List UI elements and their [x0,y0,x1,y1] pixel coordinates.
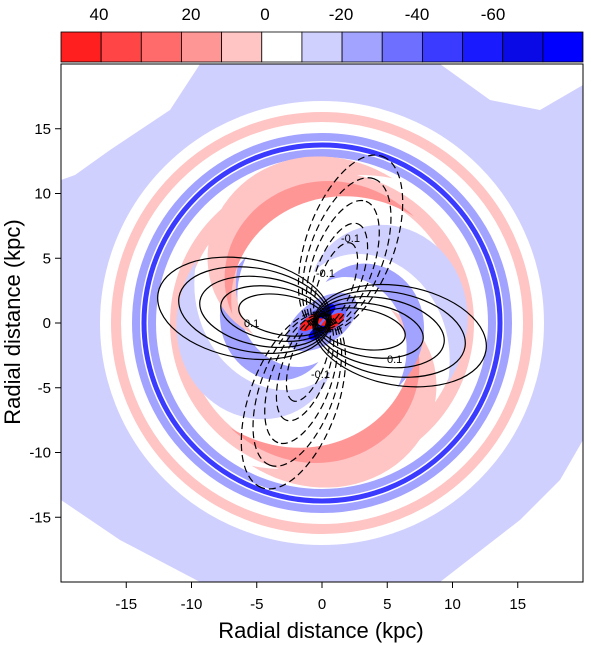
contour-positive [312,283,487,388]
x-tick-label: -5 [250,596,263,613]
colorbar-swatch [140,31,182,63]
contour-negative [285,316,331,402]
heatmap-plot-area [61,64,583,582]
spiral-arm [251,309,437,488]
x-tick-label: 10 [444,596,461,613]
contour-positive [313,289,466,378]
y-tick-label: -5 [38,380,51,397]
x-tick-label: -15 [115,596,137,613]
spiral-arm [230,329,420,463]
x-tick-label: 5 [383,596,391,613]
colorbar-swatch [502,31,544,63]
y-tick-label: 15 [34,121,51,138]
x-axis-label: Radial distance (kpc) [218,618,423,643]
y-tick-label: -10 [29,445,51,462]
colorbar-swatch [421,31,463,63]
ring [123,124,521,522]
x-tick-label: -10 [181,596,203,613]
ring [111,112,533,534]
background-patch [61,500,200,582]
contour-positive [316,307,406,351]
colorbar-tick-labels: 40 20 0 -20 -40 -60 [90,5,506,24]
ring [148,149,496,497]
contour-negative [305,199,380,330]
contour-positive [315,302,424,359]
colorbar-swatch [542,31,584,63]
y-axis-ticks: -15 -10 -5 0 5 10 15 [29,121,61,526]
colorbar-swatch [261,31,303,63]
contour-label: -0.1 [341,233,360,245]
contour-positive [157,256,332,361]
ring [92,93,552,553]
contour-negative [301,177,392,332]
ring [132,133,512,513]
background-patch [440,440,583,582]
contour-label: 0.1 [244,318,259,330]
colorbar-tick-label: -40 [405,5,430,24]
spiral-arm [176,260,331,420]
ring [103,104,541,542]
colorbar-swatch [60,31,102,63]
spiral-arm [219,256,319,381]
contour-negative [297,154,404,333]
colorbar-swatch [221,31,263,63]
ring [141,142,503,504]
contour-label: -0.1 [311,369,330,381]
colorbar-swatch [462,31,504,63]
colorbar-tick-label: 20 [182,5,201,24]
contour-labels: 0.1 0.1 -0.1 -0.1 -0.1 [244,233,402,381]
colorbar-swatch [341,31,383,63]
background-patch [440,64,583,110]
colorbar-swatch [381,31,423,63]
spiral-arm [325,263,425,388]
colorbar [60,31,584,63]
colorbar-tick-label: 40 [90,5,109,24]
contour-label: -0.1 [316,268,335,280]
x-tick-label: 0 [318,596,326,613]
contour-positive [178,266,331,355]
colorbar-tick-label: -60 [481,5,506,24]
spiral-arm [224,181,414,315]
spiral-arm [207,156,393,335]
y-tick-label: 10 [34,186,51,203]
y-tick-label: 5 [43,250,51,267]
contour-negative [240,311,347,490]
background-patch [61,64,200,180]
y-axis-label: Radial distance (kpc) [0,219,25,424]
y-tick-label: 0 [43,315,51,332]
spiral-arm [313,224,468,384]
contour-negative [252,312,343,467]
colorbar-tick-label: 0 [260,5,269,24]
contour-label: 0.1 [387,354,402,366]
contour-positive [238,293,328,337]
colorbar-tick-label: -20 [329,5,354,24]
contour-negative [275,315,335,422]
y-tick-label: -15 [29,509,51,526]
colorbar-swatch [181,31,223,63]
colorbar-swatch [100,31,142,63]
contour-negative [309,222,369,329]
x-tick-label: 15 [509,596,526,613]
contour-negative [264,314,339,445]
colorbar-swatch [301,31,343,63]
contour-negative [313,242,359,328]
x-axis-ticks: -15 -10 -5 0 5 10 15 [115,582,526,613]
contour-positive [220,285,329,342]
